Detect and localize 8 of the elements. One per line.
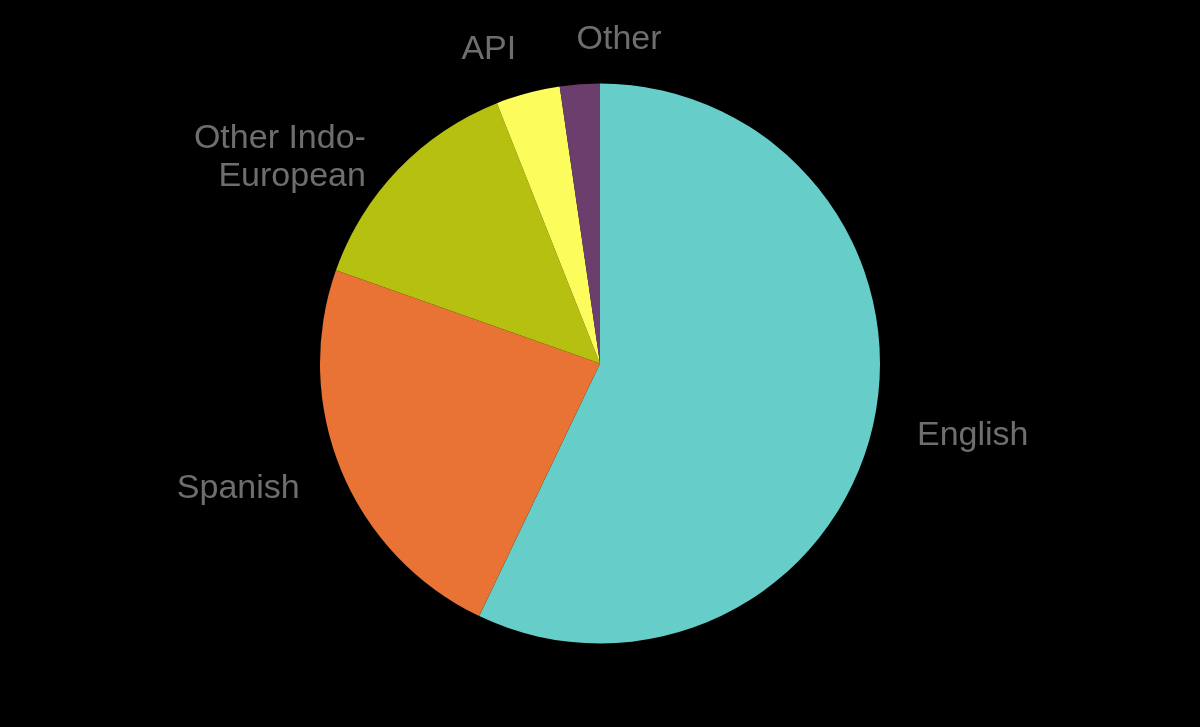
- slice-label: English: [916, 414, 1029, 453]
- pie-slice: [496, 86, 600, 364]
- slice-label: API: [461, 28, 517, 67]
- slice-label: Other: [576, 18, 662, 57]
- pie-slice: [479, 83, 880, 643]
- pie-slice: [320, 270, 600, 617]
- slice-label: Spanish: [176, 466, 300, 505]
- slice-label: Other Indo-European: [193, 117, 366, 194]
